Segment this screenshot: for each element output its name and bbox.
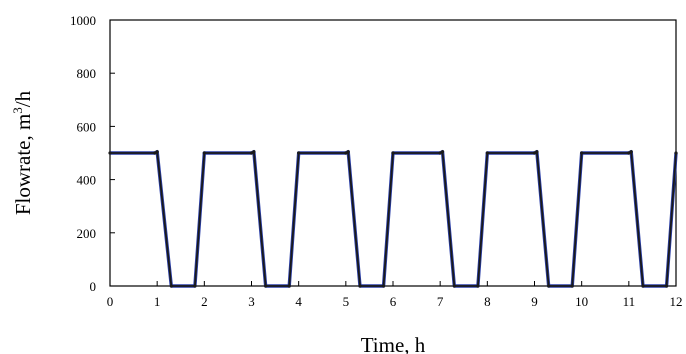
y-axis: 0 200 400 600 800 1000 (70, 13, 115, 294)
data-point (438, 151, 442, 155)
x-tick-label: 0 (107, 294, 114, 309)
y-tick-label: 0 (90, 279, 97, 294)
y-axis-title: Flowrate, m3/h (10, 90, 35, 215)
data-point (485, 151, 489, 155)
y-tick-label: 400 (77, 173, 97, 188)
x-tick-label: 1 (154, 294, 161, 309)
y-tick-label: 1000 (70, 13, 96, 28)
data-point (476, 284, 480, 288)
data-point (664, 284, 669, 288)
series-line-shadow (110, 149, 678, 288)
data-point (344, 151, 348, 155)
x-tick-label: 5 (343, 294, 350, 309)
y-axis-title-superscript: 3 (10, 107, 25, 114)
series-layer (108, 149, 678, 288)
data-point (252, 150, 256, 154)
data-point (155, 150, 159, 154)
x-tick-label: 2 (201, 294, 208, 309)
x-tick-label: 12 (670, 294, 683, 309)
data-point (629, 150, 633, 154)
y-tick-label: 800 (77, 66, 97, 81)
data-point (535, 150, 539, 154)
data-point (440, 150, 445, 154)
data-point (153, 151, 157, 155)
data-point (452, 284, 456, 288)
data-point (297, 151, 301, 155)
x-tick-label: 11 (623, 294, 636, 309)
x-tick-label: 8 (484, 294, 491, 309)
data-point (193, 284, 197, 288)
x-axis: 0 1 2 3 4 5 6 7 8 9 10 11 12 (107, 281, 683, 309)
data-point (264, 284, 268, 288)
y-axis-title-prefix: Flowrate, m (11, 114, 35, 215)
data-point (547, 284, 551, 288)
data-point (391, 151, 395, 155)
x-tick-label: 10 (575, 294, 588, 309)
data-point (346, 150, 350, 154)
data-point (249, 151, 254, 155)
y-tick-label: 200 (77, 226, 97, 241)
data-point (287, 284, 291, 288)
x-axis-title: Time, h (361, 333, 426, 354)
data-point (202, 151, 206, 155)
x-tick-label: 7 (437, 294, 444, 309)
data-point (627, 151, 631, 155)
x-tick-label: 3 (248, 294, 255, 309)
data-point (641, 284, 645, 288)
data-point (381, 284, 386, 288)
x-tick-label: 9 (531, 294, 538, 309)
data-point (169, 284, 173, 288)
data-point (674, 151, 678, 155)
data-point (570, 284, 574, 288)
x-tick-label: 6 (390, 294, 397, 309)
data-point (108, 151, 112, 155)
y-tick-label: 600 (77, 119, 97, 134)
data-point (580, 151, 584, 155)
data-point (358, 284, 362, 288)
y-axis-title-suffix: /h (11, 90, 35, 107)
x-tick-label: 4 (295, 294, 302, 309)
data-point (532, 151, 537, 155)
